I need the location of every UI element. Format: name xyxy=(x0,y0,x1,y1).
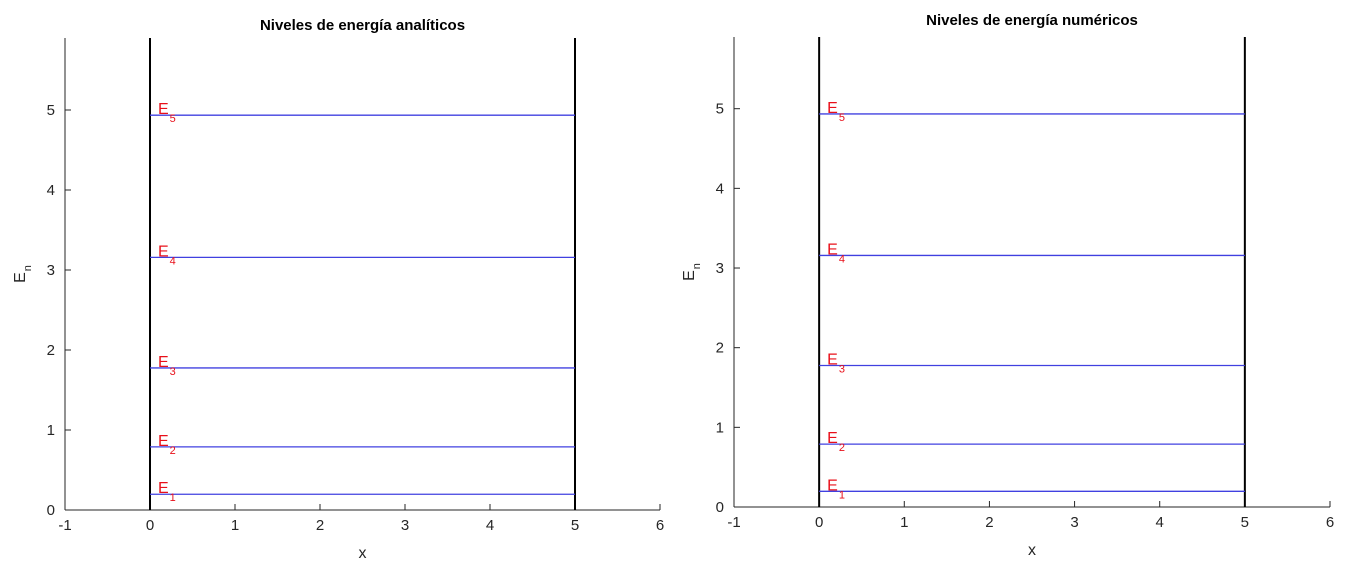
y-tick-label: 0 xyxy=(716,499,724,516)
x-tick-label: 2 xyxy=(316,517,324,534)
y-tick-label: 3 xyxy=(716,260,724,277)
y-tick-label: 3 xyxy=(47,262,55,279)
energy-level-label-e1: E1 xyxy=(827,477,845,501)
x-tick-label: 1 xyxy=(900,514,908,531)
y-tick-label: 0 xyxy=(47,502,55,519)
energy-level-label-e3: E3 xyxy=(158,354,176,378)
y-tick-label: 5 xyxy=(716,101,724,118)
x-tick-label: 5 xyxy=(1241,514,1249,531)
x-tick-label: 6 xyxy=(656,517,664,534)
energy-level-label-e4: E4 xyxy=(827,241,845,265)
x-axis-label: x xyxy=(359,545,367,562)
x-axis-label: x xyxy=(1028,542,1036,559)
y-tick-label: 1 xyxy=(47,422,55,439)
x-tick-label: -1 xyxy=(727,514,740,531)
y-tick-label: 2 xyxy=(716,340,724,357)
chart-title: Niveles de energía numéricos xyxy=(926,12,1138,29)
y-tick-label: 4 xyxy=(47,182,55,199)
x-tick-label: 5 xyxy=(571,517,579,534)
x-tick-label: 1 xyxy=(231,517,239,534)
x-tick-label: 4 xyxy=(1156,514,1164,531)
y-tick-label: 1 xyxy=(716,419,724,436)
y-tick-label: 5 xyxy=(47,102,55,119)
energy-level-label-e1: E1 xyxy=(158,480,176,504)
energy-level-label-e3: E3 xyxy=(827,352,845,376)
x-tick-label: 2 xyxy=(985,514,993,531)
x-tick-label: 3 xyxy=(1070,514,1078,531)
x-tick-label: 3 xyxy=(401,517,409,534)
y-tick-label: 2 xyxy=(47,342,55,359)
x-tick-label: 0 xyxy=(146,517,154,534)
x-tick-label: 6 xyxy=(1326,514,1334,531)
energy-level-label-e4: E4 xyxy=(158,243,176,267)
chart-title: Niveles de energía analíticos xyxy=(260,17,465,34)
x-tick-label: -1 xyxy=(58,517,71,534)
x-tick-label: 0 xyxy=(815,514,823,531)
energy-level-label-e2: E2 xyxy=(158,433,176,457)
y-axis-label: En xyxy=(12,265,34,283)
y-axis-label: En xyxy=(681,263,703,281)
energy-level-label-e2: E2 xyxy=(827,430,845,454)
x-tick-label: 4 xyxy=(486,517,494,534)
y-tick-label: 4 xyxy=(716,180,724,197)
energy-level-label-e5: E5 xyxy=(158,101,176,125)
energy-level-label-e5: E5 xyxy=(827,100,845,124)
